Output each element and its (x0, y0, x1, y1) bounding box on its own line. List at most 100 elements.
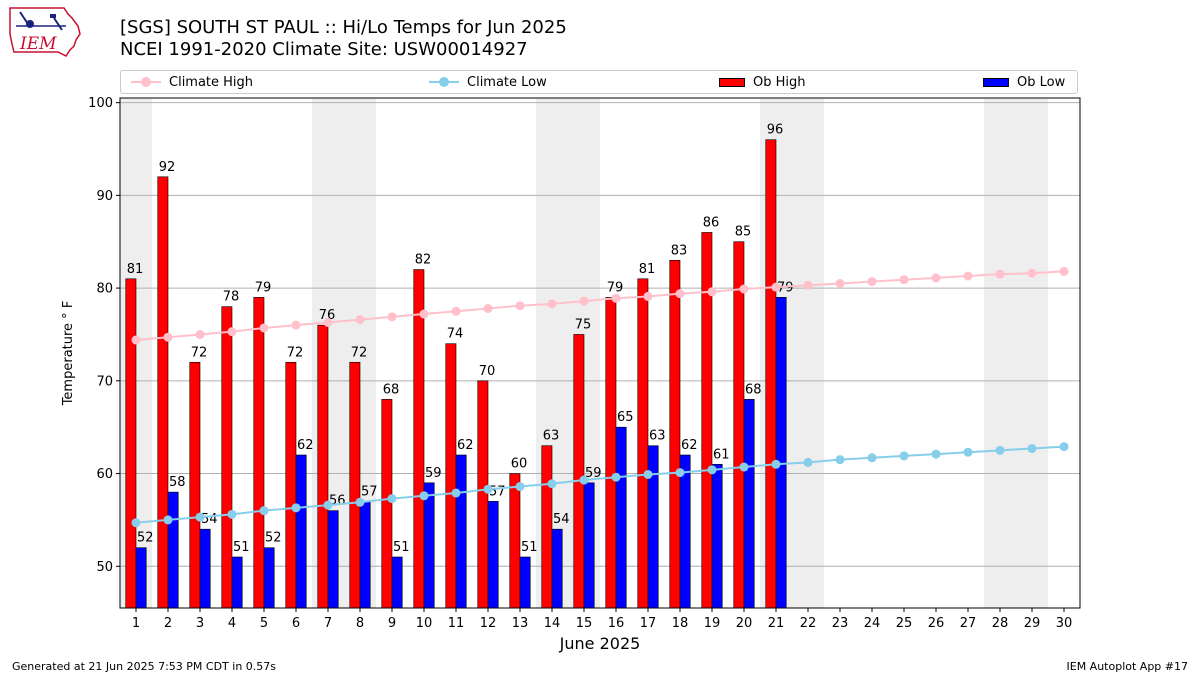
ob-high-bar (509, 473, 521, 609)
ob-high-bar (765, 139, 777, 609)
x-tick-label: 7 (324, 616, 332, 631)
svg-text:IEM: IEM (19, 34, 57, 54)
legend-item-ob-low: Ob Low (983, 71, 1065, 93)
app-credit: IEM Autoplot App #17 (1066, 660, 1189, 673)
ob-low-bar (647, 445, 659, 609)
x-tick-label: 19 (704, 616, 721, 631)
climate-high-point (867, 277, 877, 287)
legend-label-climate-low: Climate Low (467, 74, 547, 90)
x-tick-label: 15 (576, 616, 593, 631)
climate-high-point (771, 282, 781, 292)
legend-item-climate-low: Climate Low (429, 71, 547, 93)
ob-low-label: 61 (713, 447, 730, 462)
climate-high-point (483, 303, 493, 313)
x-tick-label: 25 (896, 616, 913, 631)
climate-high-point (419, 309, 429, 319)
ob-low-bar (327, 510, 339, 609)
climate-high-point (451, 306, 461, 316)
climate-low-point (195, 512, 205, 522)
x-tick-label: 6 (292, 616, 300, 631)
ob-high-bar (381, 399, 393, 609)
climate-high-point (707, 287, 717, 297)
ob-low-label: 65 (617, 410, 634, 425)
climate-low-point (643, 469, 653, 479)
ob-low-label: 79 (777, 280, 794, 295)
climate-high-point (291, 320, 301, 330)
ob-high-label: 72 (287, 345, 304, 360)
climate-high-point (835, 278, 845, 288)
ob-low-label: 51 (233, 540, 250, 555)
climate-low-point (995, 445, 1005, 455)
climate-low-point (323, 500, 333, 510)
chart-subtitle: NCEI 1991-2020 Climate Site: USW00014927 (120, 39, 528, 60)
legend-label-ob-high: Ob High (753, 74, 806, 90)
ob-low-label: 54 (553, 512, 570, 527)
ob-high-bar (573, 334, 585, 609)
y-tick-label: 90 (96, 189, 113, 204)
climate-high-point (387, 312, 397, 322)
ob-low-label: 62 (457, 438, 474, 453)
legend-swatch-climate-low (429, 77, 459, 87)
climate-high-point (131, 335, 141, 345)
ob-high-bar (317, 324, 329, 609)
ob-low-bar (615, 426, 627, 609)
ob-low-bar (551, 528, 563, 609)
x-tick-label: 20 (736, 616, 753, 631)
x-tick-label: 23 (832, 616, 849, 631)
climate-low-point (291, 503, 301, 513)
x-tick-label: 16 (608, 616, 625, 631)
climate-low-point (931, 449, 941, 459)
climate-low-point (707, 465, 717, 475)
ob-low-bar (263, 547, 275, 609)
ob-high-label: 85 (735, 225, 752, 240)
x-tick-label: 3 (196, 616, 204, 631)
climate-low-point (867, 453, 877, 463)
ob-high-label: 86 (703, 215, 720, 230)
ob-high-bar (605, 297, 617, 609)
climate-low-line (135, 445, 1065, 524)
climate-high-point (579, 296, 589, 306)
climate-low-point (611, 472, 621, 482)
ob-low-label: 62 (297, 438, 314, 453)
climate-low-point (163, 515, 173, 525)
x-tick-label: 17 (640, 616, 657, 631)
legend-swatch-ob-high (719, 77, 745, 87)
x-tick-label: 4 (228, 616, 236, 631)
climate-high-point (963, 271, 973, 281)
ob-low-label: 57 (361, 484, 378, 499)
ob-low-bar (775, 297, 787, 609)
climate-low-point (963, 447, 973, 457)
ob-low-label: 52 (265, 531, 282, 546)
ob-high-label: 60 (511, 457, 528, 472)
climate-low-point (387, 494, 397, 504)
ob-high-label: 81 (639, 262, 656, 277)
climate-low-point (259, 506, 269, 516)
climate-low-point (835, 455, 845, 465)
ob-high-label: 96 (767, 123, 784, 138)
climate-high-point (995, 269, 1005, 279)
ob-low-bar (231, 556, 243, 609)
x-tick-label: 24 (864, 616, 881, 631)
climate-high-point (515, 301, 525, 311)
ob-high-label: 79 (607, 280, 624, 295)
x-tick-label: 1 (132, 616, 140, 631)
climate-low-point (131, 518, 141, 528)
climate-high-point (355, 315, 365, 325)
ob-low-bar (679, 454, 691, 609)
ob-high-label: 70 (479, 364, 496, 379)
climate-low-point (483, 484, 493, 494)
ob-high-bar (541, 445, 553, 609)
ob-low-bar (583, 482, 595, 609)
x-tick-label: 26 (928, 616, 945, 631)
climate-high-point (899, 275, 909, 285)
ob-high-label: 82 (415, 253, 432, 268)
ob-low-bar (199, 528, 211, 609)
y-tick-label: 70 (96, 374, 113, 389)
x-tick-label: 14 (544, 616, 561, 631)
climate-high-line (135, 270, 1065, 342)
ob-high-label: 72 (351, 345, 368, 360)
x-tick-label: 2 (164, 616, 172, 631)
weekend-shade (984, 98, 1048, 608)
ob-high-bar (125, 278, 137, 609)
